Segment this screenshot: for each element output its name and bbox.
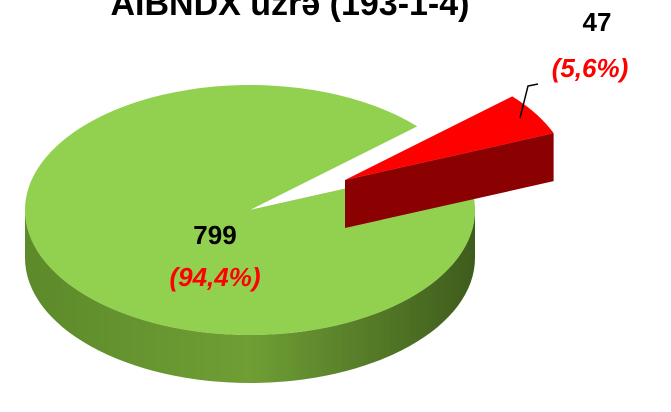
slice-rim bbox=[25, 210, 475, 383]
chart-title: AİBNDX üzrə (193-1-4) bbox=[111, 0, 470, 23]
percent-label: (94,4%) bbox=[169, 262, 260, 292]
slice-side bbox=[345, 133, 554, 228]
leader-line bbox=[519, 83, 539, 119]
percent-label: (5,6%) bbox=[552, 53, 629, 83]
value-label: 799 bbox=[193, 220, 236, 250]
slice bbox=[25, 85, 475, 336]
value-label: 47 bbox=[583, 7, 612, 37]
slice bbox=[345, 96, 554, 180]
